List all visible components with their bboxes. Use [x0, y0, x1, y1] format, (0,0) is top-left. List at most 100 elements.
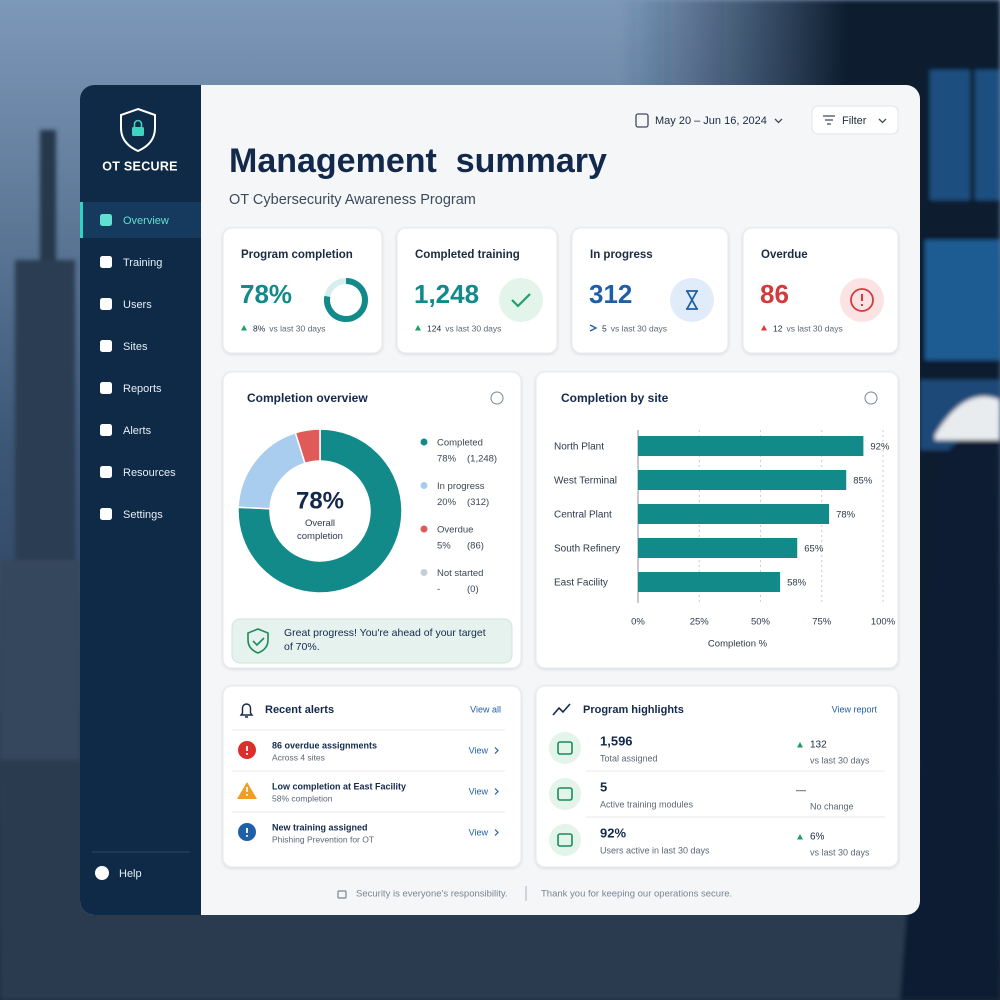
footer-left: Security is everyone's responsibility.	[356, 889, 508, 900]
kpi-value: 312	[589, 279, 632, 309]
legend-count: (86)	[467, 541, 484, 552]
legend-label: In progress	[437, 481, 485, 492]
x-tick-label: 75%	[812, 617, 832, 628]
kpi-label: Completed training	[415, 249, 520, 261]
nav-item[interactable]: Sites	[123, 341, 148, 353]
alert-detail: 58% completion	[272, 793, 333, 803]
highlight-change-icon	[797, 834, 803, 840]
legend-count: (0)	[467, 584, 479, 595]
x-tick-label: 25%	[690, 617, 710, 628]
alerts-view-all[interactable]: View all	[470, 704, 501, 714]
highlight-value: 92%	[600, 825, 626, 840]
alert-chevron	[494, 788, 499, 795]
note-icon	[247, 628, 269, 654]
alert-view[interactable]: View	[469, 827, 489, 837]
kpi-icon-check	[511, 293, 531, 308]
icons	[120, 107, 156, 153]
note-text-box: Great progress! You're ahead of your tar…	[284, 627, 486, 653]
alert-title: 86 overdue assignments	[272, 740, 377, 750]
highlight-icon-bg	[549, 732, 581, 764]
bar	[638, 504, 830, 524]
highlight-change: 6%	[810, 832, 825, 843]
bar-label: 92%	[870, 442, 890, 453]
brand-name: OT SECURE	[102, 159, 178, 173]
brand-shield	[120, 107, 156, 153]
kpi-label: In progress	[590, 249, 653, 261]
legend-value: 20%	[437, 497, 457, 508]
kpi-delta-note: vs last 30 days	[786, 323, 842, 333]
nav-item[interactable]: Resources	[123, 467, 176, 479]
legend-value: -	[437, 584, 440, 595]
kpi-value: 86	[760, 279, 789, 309]
filter-button[interactable]	[811, 105, 899, 135]
legend-label: Completed	[437, 438, 483, 449]
highlight-value: 5	[600, 779, 607, 794]
alert-chevron	[494, 747, 499, 754]
legend-swatch	[420, 482, 428, 489]
legend-count: (1,248)	[467, 454, 497, 465]
highlight-change-icon	[797, 742, 803, 748]
nav-item[interactable]: Alerts	[123, 425, 152, 437]
legend-swatch	[420, 438, 428, 446]
help-icon	[95, 866, 109, 880]
legend-label: Overdue	[437, 525, 473, 536]
nav-icon	[100, 466, 112, 478]
highlight-label: Total assigned	[600, 753, 658, 763]
bar-label: 85%	[853, 476, 873, 487]
kpi-card	[222, 227, 383, 354]
kpi-card	[396, 227, 558, 354]
alert-view[interactable]: View	[469, 786, 489, 796]
legend-swatch	[420, 525, 428, 533]
nav-icon	[100, 340, 112, 352]
kpi-delta-note: vs last 30 days	[269, 323, 325, 333]
nav-icon	[100, 382, 112, 394]
alert-view[interactable]: View	[469, 745, 489, 755]
alert-title: Low completion at East Facility	[272, 781, 406, 791]
legend-label: Not started	[437, 568, 483, 579]
bar-label: 78%	[836, 510, 856, 521]
nav-item[interactable]: Training	[123, 257, 162, 269]
kpi-delta-icon	[761, 325, 767, 331]
filter-chevron	[878, 118, 887, 124]
bar	[638, 436, 864, 456]
legend-value: 5%	[437, 541, 451, 552]
kpi-icon-alert	[850, 288, 874, 312]
nav-item[interactable]: Users	[123, 299, 152, 311]
kpi-value: 78%	[240, 279, 292, 309]
chart-title: Completion overview	[247, 391, 368, 405]
kpi-ring	[324, 278, 368, 322]
highlights-title: Program highlights	[583, 704, 684, 716]
brand-lock-shackle	[133, 119, 143, 127]
highlight-icon	[557, 741, 573, 755]
kpi-delta-icon	[589, 324, 598, 332]
filter-label[interactable]: Filter	[842, 115, 867, 127]
kpi-label: Overdue	[761, 249, 808, 261]
highlight-icon	[557, 833, 573, 847]
nav-icon	[100, 508, 112, 520]
nav-active-marker	[80, 202, 83, 238]
highlight-change: —	[796, 786, 806, 797]
alerts-title: Recent alerts	[265, 704, 334, 716]
date-range[interactable]: May 20 – Jun 16, 2024	[655, 115, 767, 127]
donut-center-label: Overall completion	[297, 518, 343, 542]
kpi-delta: 5	[602, 323, 607, 333]
highlight-label: Users active in last 30 days	[600, 845, 710, 855]
highlight-icon-bg	[549, 824, 581, 856]
highlight-change: 132	[810, 740, 827, 751]
help-link[interactable]: Help	[119, 868, 142, 880]
highlights-view-report[interactable]: View report	[832, 704, 878, 714]
nav-item[interactable]: Reports	[123, 383, 162, 395]
nav-item[interactable]: Settings	[123, 509, 163, 521]
date-chevron	[774, 118, 783, 124]
bar-label: 58%	[787, 578, 807, 589]
kpi-delta: 124	[427, 323, 441, 333]
kpi-icon-hourglass	[686, 290, 698, 310]
kpi-delta-note: vs last 30 days	[445, 323, 501, 333]
info-icon	[490, 391, 504, 405]
footer-lock	[337, 890, 347, 899]
y-tick-label: Central Plant	[554, 510, 612, 521]
nav-item[interactable]: Overview	[123, 215, 169, 227]
legend-count: (312)	[467, 497, 489, 508]
